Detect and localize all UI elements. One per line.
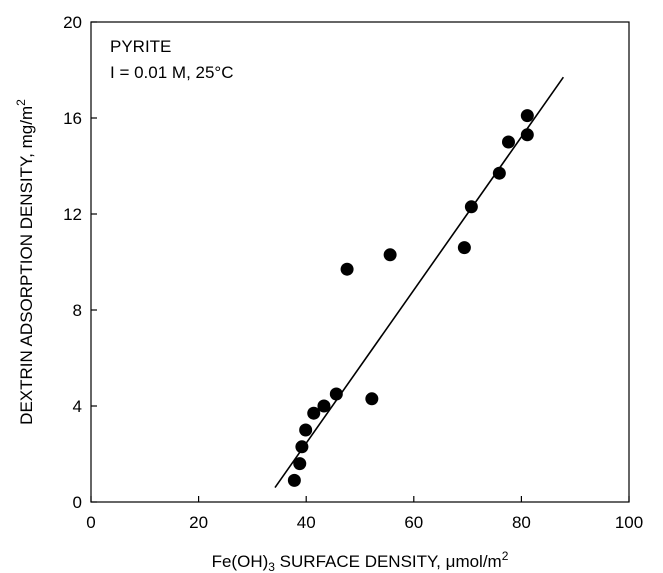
annotation-conditions: I = 0.01 M, 25°C — [110, 63, 234, 82]
data-point — [520, 128, 534, 142]
y-title-superscript: 2 — [14, 99, 28, 106]
x-axis-title: Fe(OH)3 SURFACE DENSITY, μmol/m2 — [212, 549, 509, 573]
data-point — [287, 473, 301, 487]
data-point — [383, 248, 397, 262]
x-tick-label: 100 — [615, 513, 643, 532]
y-title-main: DEXTRIN ADSORPTION DENSITY, mg/m — [17, 106, 36, 425]
x-title-subscript: 3 — [268, 560, 275, 573]
y-tick-label: 12 — [63, 205, 82, 224]
y-axis-ticks: 0 4 8 12 16 20 — [63, 13, 97, 512]
y-tick-label: 4 — [73, 397, 82, 416]
data-point — [501, 135, 515, 149]
x-title-main: Fe(OH) — [212, 552, 269, 571]
x-tick-label: 20 — [189, 513, 208, 532]
plot-frame — [90, 21, 630, 503]
data-point — [293, 457, 307, 471]
x-title-superscript: 2 — [502, 549, 509, 563]
data-point — [492, 166, 506, 180]
plot-area: 0 4 8 12 16 20 0 20 40 60 80 100 — [63, 13, 643, 532]
annotation-material: PYRITE — [110, 37, 171, 56]
data-point — [464, 200, 478, 214]
y-tick-label: 20 — [63, 13, 82, 32]
y-tick-label: 16 — [63, 109, 82, 128]
y-axis-title: DEXTRIN ADSORPTION DENSITY, mg/m2 — [14, 99, 36, 425]
data-points — [287, 109, 534, 487]
data-point — [520, 109, 534, 123]
data-point — [340, 262, 354, 276]
data-point — [299, 423, 313, 437]
y-tick-label: 0 — [73, 493, 82, 512]
y-tick-label: 8 — [73, 301, 82, 320]
data-point — [365, 392, 379, 406]
x-tick-label: 80 — [512, 513, 531, 532]
x-tick-label: 40 — [297, 513, 316, 532]
data-point — [457, 241, 471, 255]
x-title-unit: mol/m — [455, 552, 501, 571]
x-tick-label: 60 — [404, 513, 423, 532]
data-point — [307, 406, 321, 420]
x-axis-ticks: 0 20 40 60 80 100 — [86, 496, 643, 532]
data-point — [317, 399, 331, 413]
x-title-middle: SURFACE DENSITY, — [275, 552, 446, 571]
data-point — [329, 387, 343, 401]
fit-line — [274, 76, 565, 489]
x-title-mu: μ — [446, 552, 456, 571]
fit-line-layer — [274, 76, 565, 489]
x-tick-label: 0 — [86, 513, 95, 532]
data-point — [295, 440, 309, 454]
